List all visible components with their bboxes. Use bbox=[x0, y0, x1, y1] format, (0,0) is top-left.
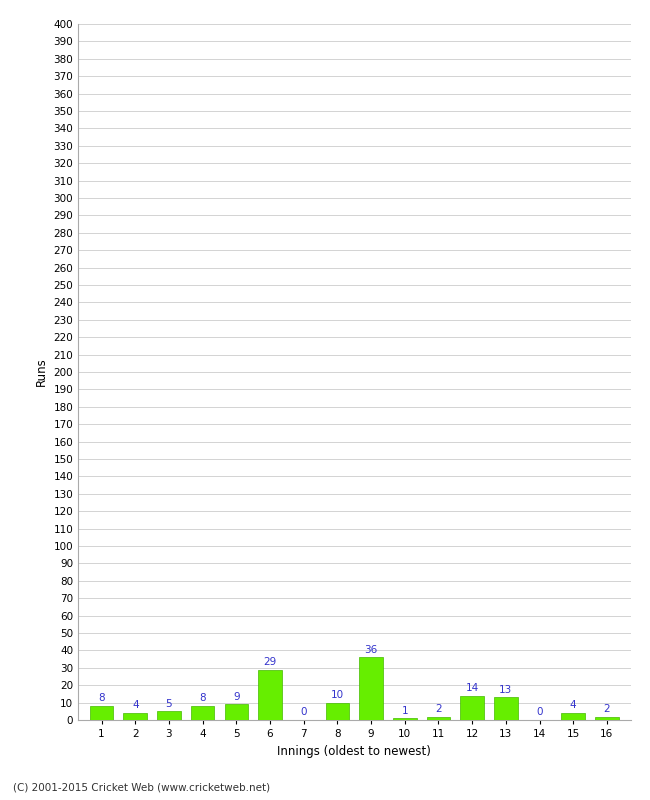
Bar bbox=[224, 704, 248, 720]
Bar bbox=[359, 658, 383, 720]
Bar bbox=[326, 702, 349, 720]
Bar bbox=[460, 696, 484, 720]
Text: 2: 2 bbox=[435, 704, 442, 714]
Bar bbox=[124, 713, 147, 720]
Text: 8: 8 bbox=[200, 694, 206, 703]
Text: 9: 9 bbox=[233, 692, 240, 702]
Text: 4: 4 bbox=[132, 701, 138, 710]
Text: 0: 0 bbox=[536, 707, 543, 718]
Bar bbox=[562, 713, 585, 720]
Text: 4: 4 bbox=[570, 701, 577, 710]
Bar bbox=[90, 706, 113, 720]
X-axis label: Innings (oldest to newest): Innings (oldest to newest) bbox=[278, 745, 431, 758]
Text: (C) 2001-2015 Cricket Web (www.cricketweb.net): (C) 2001-2015 Cricket Web (www.cricketwe… bbox=[13, 782, 270, 792]
Bar bbox=[157, 711, 181, 720]
Text: 5: 5 bbox=[166, 698, 172, 709]
Bar bbox=[393, 718, 417, 720]
Text: 14: 14 bbox=[465, 683, 479, 693]
Text: 29: 29 bbox=[263, 657, 277, 667]
Text: 1: 1 bbox=[402, 706, 408, 716]
Bar bbox=[595, 717, 619, 720]
Text: 13: 13 bbox=[499, 685, 512, 694]
Bar bbox=[191, 706, 214, 720]
Bar bbox=[426, 717, 450, 720]
Text: 8: 8 bbox=[98, 694, 105, 703]
Text: 36: 36 bbox=[365, 645, 378, 654]
Y-axis label: Runs: Runs bbox=[35, 358, 48, 386]
Bar bbox=[494, 698, 517, 720]
Bar bbox=[258, 670, 282, 720]
Text: 10: 10 bbox=[331, 690, 344, 700]
Text: 2: 2 bbox=[604, 704, 610, 714]
Text: 0: 0 bbox=[300, 707, 307, 718]
